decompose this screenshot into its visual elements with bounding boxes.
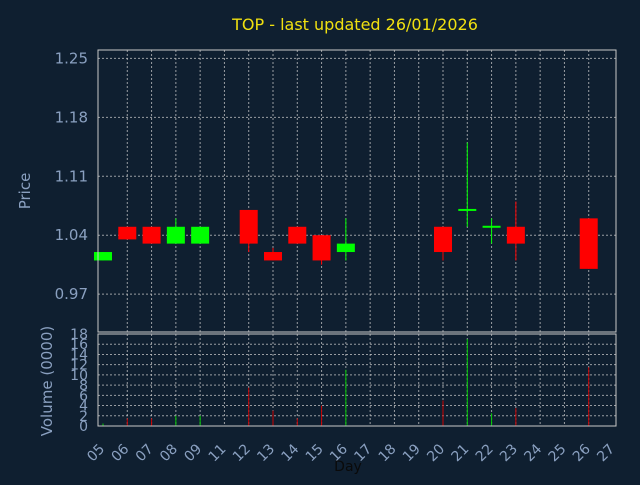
volume-tick-label: 16 bbox=[70, 337, 88, 353]
x-tick-label: 06 bbox=[108, 441, 132, 465]
volume-tick-label: 2 bbox=[79, 409, 88, 425]
candle bbox=[506, 201, 525, 261]
x-tick-label: 21 bbox=[448, 441, 472, 465]
x-tick-label: 11 bbox=[206, 441, 230, 465]
x-axis-label: Day bbox=[334, 459, 362, 475]
candle-body bbox=[264, 252, 282, 261]
candle bbox=[191, 226, 210, 244]
volume-tick-label: 14 bbox=[70, 347, 88, 363]
price-tick-label: 1.11 bbox=[55, 167, 88, 185]
price-plot-frame bbox=[97, 49, 617, 333]
x-tick-label: 13 bbox=[254, 441, 278, 465]
x-tick-label: 09 bbox=[181, 441, 205, 465]
price-tick-label: 1.18 bbox=[55, 108, 88, 126]
candle bbox=[142, 226, 161, 244]
volume-tick-label: 8 bbox=[79, 378, 88, 394]
x-tick-label: 23 bbox=[497, 441, 521, 465]
candle-body bbox=[458, 208, 477, 211]
candle-body bbox=[118, 226, 137, 240]
volume-tick-label: 4 bbox=[79, 399, 88, 415]
x-tick-label: 05 bbox=[84, 441, 108, 465]
x-tick-label: 12 bbox=[230, 441, 254, 465]
x-tick-label: 07 bbox=[133, 441, 157, 465]
volume-tick-label: 0 bbox=[79, 419, 88, 435]
volume-grid bbox=[98, 333, 616, 427]
candle-body bbox=[434, 226, 452, 253]
volume-axis-label: Volume (0000) bbox=[38, 326, 56, 436]
candlestick-series bbox=[94, 142, 598, 269]
x-tick-label: 14 bbox=[278, 441, 302, 465]
x-tick-label: 26 bbox=[570, 441, 594, 465]
x-tick-label: 15 bbox=[303, 441, 327, 465]
volume-series bbox=[102, 339, 590, 426]
x-tick-label: 25 bbox=[546, 441, 570, 465]
candle bbox=[239, 209, 258, 253]
x-tick-label: 22 bbox=[473, 441, 497, 465]
candle bbox=[288, 226, 307, 244]
candle-body bbox=[506, 226, 525, 244]
candle bbox=[94, 252, 112, 261]
candle-body bbox=[288, 226, 307, 244]
x-tick-label: 19 bbox=[400, 441, 424, 465]
price-tick-label: 1.25 bbox=[55, 49, 88, 67]
candle-body bbox=[336, 243, 355, 253]
x-tick-label: 27 bbox=[594, 441, 618, 465]
candle-body bbox=[579, 218, 598, 269]
candle bbox=[118, 226, 137, 240]
price-y-ticks: 1.25 1.18 1.11 1.04 0.97 bbox=[55, 49, 88, 303]
candle-body bbox=[166, 226, 185, 244]
candle bbox=[312, 235, 331, 265]
volume-tick-label: 18 bbox=[70, 327, 88, 343]
x-tick-label: 18 bbox=[376, 441, 400, 465]
candle bbox=[264, 247, 282, 261]
x-tick-label: 24 bbox=[521, 441, 545, 465]
candle-body bbox=[191, 226, 210, 244]
price-grid bbox=[98, 50, 616, 332]
x-tick-label: 20 bbox=[424, 441, 448, 465]
candle-body bbox=[482, 225, 501, 228]
candle-body bbox=[142, 226, 161, 244]
chart-title: TOP - last updated 26/01/2026 bbox=[231, 15, 478, 34]
candle bbox=[166, 218, 185, 244]
x-tick-label: 08 bbox=[157, 441, 181, 465]
volume-plot-frame bbox=[97, 333, 617, 427]
candle bbox=[458, 142, 477, 227]
candle bbox=[434, 226, 452, 261]
price-tick-label: 1.04 bbox=[55, 226, 88, 244]
candle bbox=[482, 218, 501, 244]
price-axis-label: Price bbox=[16, 173, 34, 210]
candle-body bbox=[94, 252, 112, 261]
candle bbox=[336, 218, 355, 261]
candle bbox=[579, 218, 598, 269]
candle-body bbox=[239, 209, 258, 244]
volume-tick-label: 12 bbox=[70, 358, 88, 374]
candle-body bbox=[312, 235, 331, 261]
price-tick-label: 0.97 bbox=[55, 285, 88, 303]
volume-tick-label: 10 bbox=[70, 368, 88, 384]
volume-tick-label: 6 bbox=[79, 388, 88, 404]
